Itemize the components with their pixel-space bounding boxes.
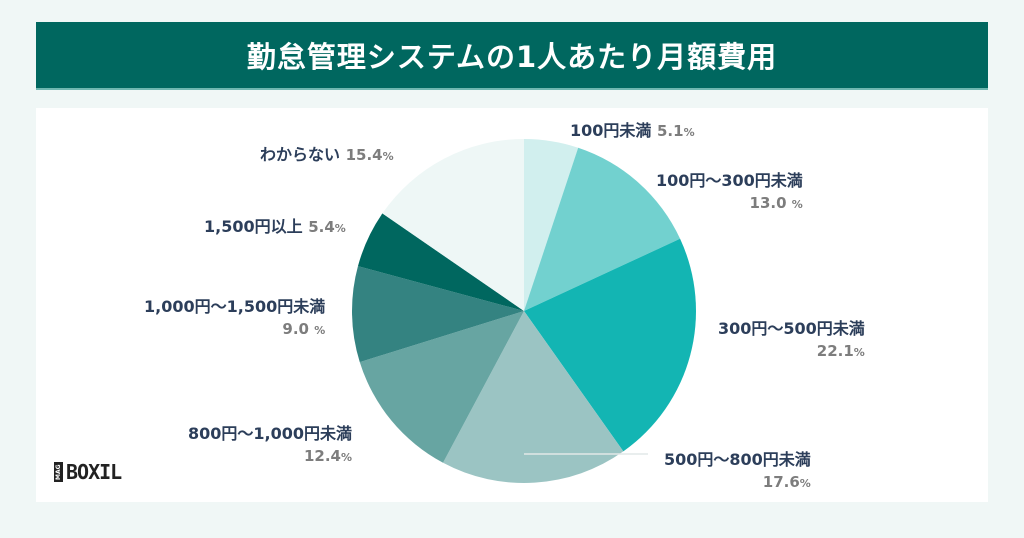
label-500-800: 500円〜800円未満 17.6% [664,450,811,491]
pie-chart [352,139,696,483]
label-under-100: 100円未満 5.1% [570,121,695,140]
pie-slice [524,139,579,311]
pie-slice [357,213,524,311]
title-banner: 勤怠管理システムの1人あたり月額費用 [36,22,988,90]
label-unknown: わからない 15.4% [260,145,394,164]
pie-slice [352,266,524,363]
label-300-500: 300円〜500円未満 22.1% [718,319,865,360]
chart-title: 勤怠管理システムの1人あたり月額費用 [246,40,778,74]
pie-slice [359,311,524,463]
boxil-wordmark: BOXIL [66,460,122,484]
boxil-logo: MAG BOXIL [54,460,122,484]
label-800-1000: 800円〜1,000円未満 12.4% [188,424,353,465]
pie-slice [382,139,524,311]
pie-slice [524,147,681,311]
label-1000-1500: 1,000円〜1,500円未満 9.0 % [144,297,326,338]
mag-badge: MAG [54,462,63,482]
pie-slice [524,238,696,452]
pie-slice [443,311,624,483]
label-100-300: 100円〜300円未満 13.0 % [656,171,803,212]
chart-panel: 100円未満 5.1% 100円〜300円未満 13.0 % 300円〜500円未… [36,108,988,502]
label-over-1500: 1,500円以上 5.4% [204,217,346,236]
